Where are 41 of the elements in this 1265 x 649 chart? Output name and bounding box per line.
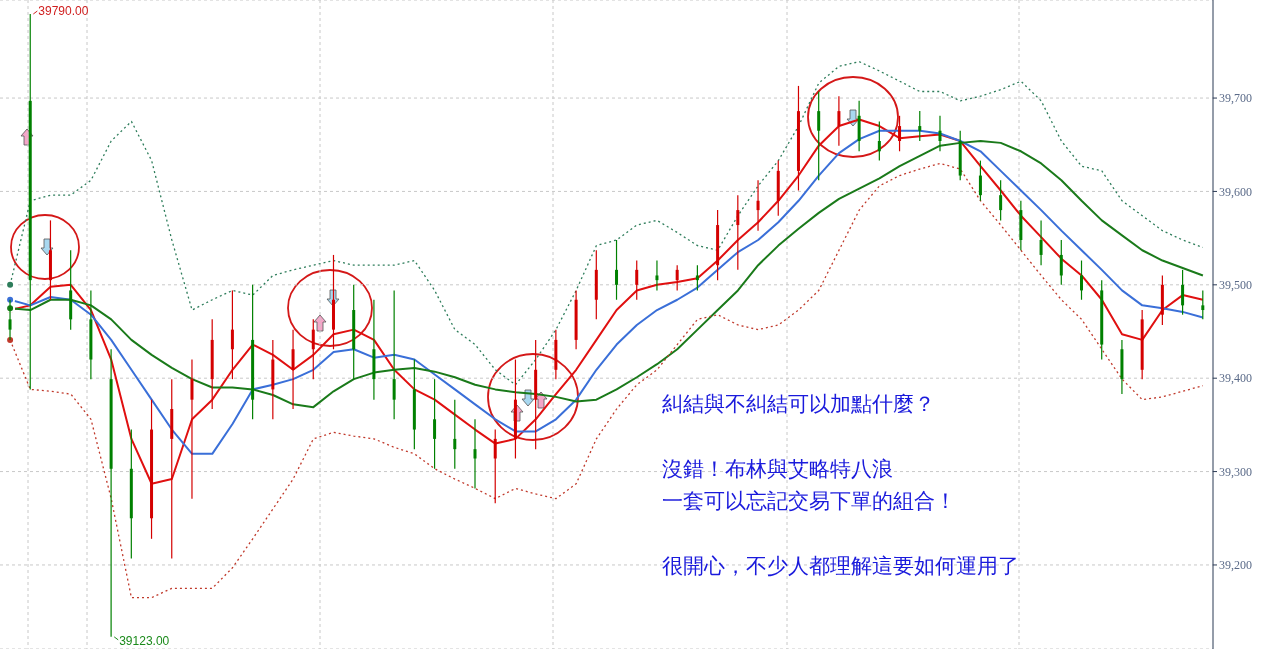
candlestick bbox=[736, 194, 740, 271]
candlestick bbox=[230, 289, 234, 380]
candlestick bbox=[473, 418, 477, 489]
candlestick bbox=[291, 329, 295, 410]
candlestick bbox=[615, 239, 619, 301]
annotation: 糾結與不糾結可以加點什麼？ bbox=[662, 391, 935, 418]
candlestick bbox=[877, 120, 881, 162]
candlestick bbox=[1039, 219, 1043, 266]
candlestick bbox=[1080, 259, 1084, 301]
y-tick-label: 39,200 bbox=[1219, 558, 1252, 573]
candlestick bbox=[1181, 269, 1185, 316]
candlestick bbox=[999, 179, 1003, 221]
candlestick bbox=[655, 259, 659, 292]
candlestick bbox=[453, 399, 457, 470]
annotation: 沒錯！布林與艾略特八浪 bbox=[662, 456, 893, 483]
candlestick bbox=[918, 110, 922, 142]
candlestick bbox=[311, 318, 315, 380]
candlestick bbox=[675, 264, 679, 292]
candlestick bbox=[898, 115, 902, 152]
candlestick bbox=[695, 264, 699, 292]
candlestick bbox=[817, 90, 821, 181]
candlestick bbox=[493, 428, 497, 504]
y-tick-label: 39,700 bbox=[1219, 91, 1252, 106]
annotation: 39123.00 bbox=[119, 633, 170, 648]
candlestick bbox=[756, 179, 760, 232]
candlestick bbox=[392, 289, 396, 420]
y-tick-label: 39,600 bbox=[1219, 184, 1252, 199]
candlestick bbox=[190, 358, 194, 500]
annotation: 39790.00 bbox=[38, 4, 89, 19]
candlestick bbox=[1059, 239, 1063, 286]
y-tick-label: 39,300 bbox=[1219, 464, 1252, 479]
annotation: 一套可以忘記交易下單的組合！ bbox=[662, 488, 956, 515]
candlestick bbox=[837, 95, 841, 147]
y-tick-label: 39,400 bbox=[1219, 371, 1252, 386]
y-tick-label: 39,500 bbox=[1219, 278, 1252, 293]
candlestick bbox=[1201, 289, 1205, 320]
annotation: 很開心，不少人都理解這要如何運用了 bbox=[662, 553, 1019, 580]
candlestick bbox=[938, 115, 942, 152]
candlestick bbox=[978, 160, 982, 202]
candlestick bbox=[433, 378, 437, 470]
candlestick bbox=[635, 259, 639, 301]
